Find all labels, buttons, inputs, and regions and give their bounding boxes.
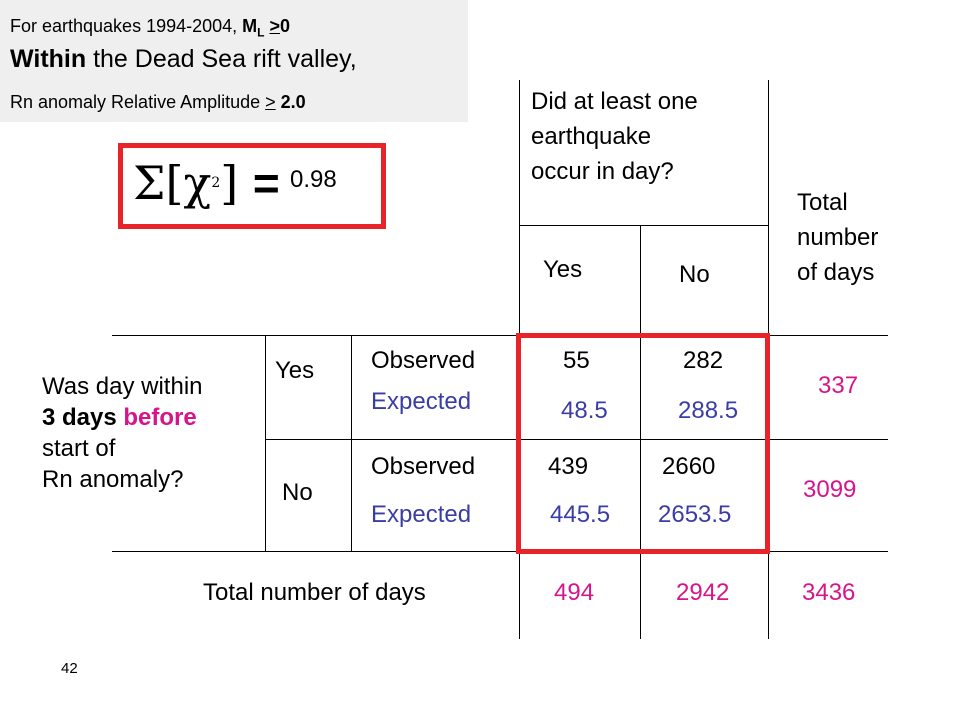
magnitude-subscript: L — [257, 25, 265, 40]
grand-total: 3436 — [802, 579, 856, 606]
header-line-2-text: the Dead Sea rift valley, — [86, 45, 357, 73]
row-2-expected-no: 2653.5 — [658, 501, 732, 528]
row-1-expected-yes: 48.5 — [561, 397, 608, 424]
question-top-line-1: Did at least one — [531, 88, 698, 115]
row-1-total: 337 — [818, 372, 859, 399]
header-line-3: Rn anomaly Relative Amplitude > 2.0 — [10, 92, 306, 113]
question-top-line-3: occur in day? — [531, 158, 674, 185]
equals-sign: = — [252, 157, 280, 209]
row-2-observed-yes: 439 — [548, 453, 589, 480]
question-left-line-3: start of — [42, 435, 116, 462]
total-no: 2942 — [676, 579, 730, 606]
table-rule-bottom — [112, 551, 888, 552]
row-1-observed-no: 282 — [683, 347, 724, 374]
header-line-1: For earthquakes 1994-2004, ML >0 — [10, 16, 290, 40]
header-box — [0, 0, 468, 122]
question-top-line-2: earthquake — [531, 123, 652, 150]
row-2-total: 3099 — [803, 476, 857, 503]
row-label-yes: Yes — [275, 357, 315, 384]
row-1-observed-yes: 55 — [563, 347, 590, 374]
row-2-expected-yes: 445.5 — [550, 501, 611, 528]
divider-obs-label — [351, 335, 352, 551]
column-header-rule — [519, 225, 768, 226]
chi-symbol: χ — [183, 156, 212, 210]
amplitude-comparison: > — [265, 92, 276, 112]
table-rule-middle — [265, 439, 888, 440]
question-left-line-4: Rn anomaly? — [42, 466, 184, 493]
question-left-line-2: 3 days before — [42, 402, 203, 433]
table-rule-top — [112, 335, 888, 336]
sigma-symbol: Σ — [133, 156, 166, 210]
question-left-days: 3 days — [42, 404, 124, 431]
row-1-expected-no: 288.5 — [678, 397, 739, 424]
magnitude-symbol: M — [242, 16, 258, 36]
question-left: Was day within 3 days before start of Rn… — [42, 371, 203, 495]
magnitude-threshold: 0 — [280, 16, 291, 36]
divider-yes-no — [640, 225, 641, 639]
close-bracket: ] — [220, 156, 239, 210]
divider-row-label — [265, 335, 266, 551]
page-number: 42 — [61, 660, 78, 677]
totals-row-label: Total number of days — [203, 579, 426, 606]
row-2-expected-label: Expected — [371, 501, 472, 528]
row-1-expected-label: Expected — [371, 388, 472, 415]
total-yes: 494 — [554, 579, 595, 606]
header-line-2: Within the Dead Sea rift valley, — [10, 45, 357, 74]
header-line-2-bold: Within — [10, 45, 87, 73]
column-header-no: No — [679, 261, 710, 288]
comparison-symbol: > — [269, 16, 281, 36]
amplitude-threshold: 2.0 — [275, 92, 306, 112]
row-1-observed-label: Observed — [371, 347, 476, 374]
question-top: Did at least one earthquake occur in day… — [531, 84, 698, 189]
chi-square-value: 0.98 — [290, 166, 337, 193]
total-header-line-3: of days — [797, 259, 875, 286]
chi-square-box — [118, 143, 386, 229]
total-header-line-2: number — [797, 224, 879, 251]
header-line-1-text: For earthquakes 1994-2004, — [10, 16, 243, 36]
header-line-3-text: Rn anomaly Relative Amplitude — [10, 92, 266, 112]
row-2-observed-label: Observed — [371, 453, 476, 480]
open-bracket: [ — [165, 156, 184, 210]
yes-column-highlight — [516, 333, 770, 554]
row-label-no: No — [282, 479, 313, 506]
question-left-line-1: Was day within — [42, 373, 203, 400]
row-2-observed-no: 2660 — [662, 453, 716, 480]
chi-exponent: 2 — [211, 175, 221, 191]
column-header-yes: Yes — [543, 256, 583, 283]
total-header-line-1: Total — [797, 189, 848, 216]
chi-square-formula: Σ[χ2] = — [133, 158, 280, 208]
total-header: Total number of days — [797, 185, 878, 290]
question-left-before: before — [123, 404, 197, 431]
